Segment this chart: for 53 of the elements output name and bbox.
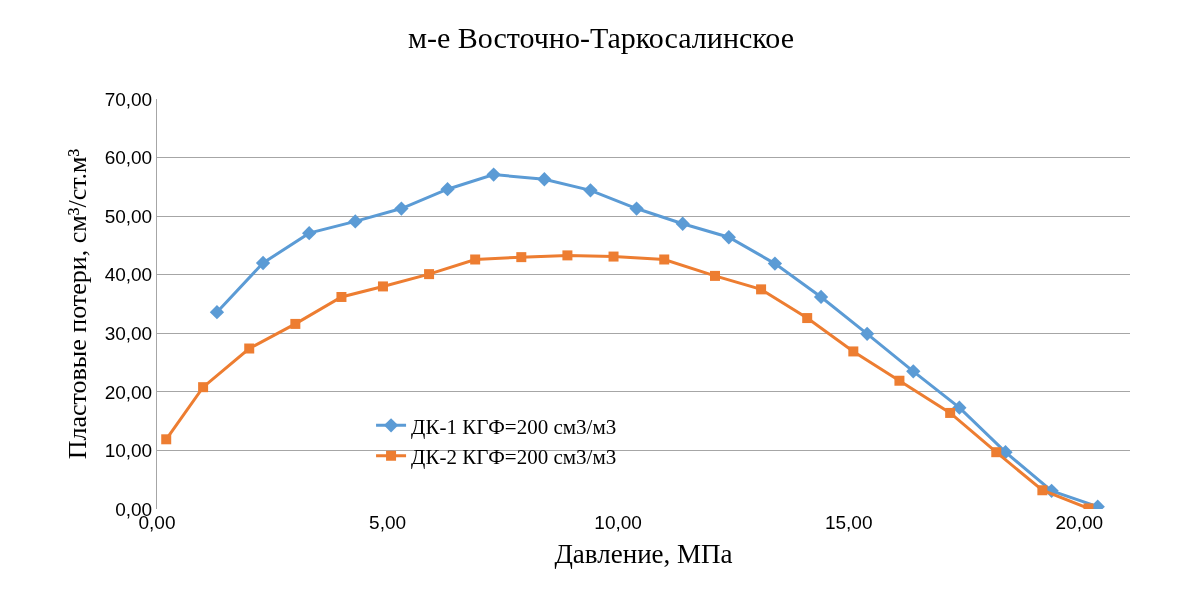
point [991,447,1002,458]
point [945,407,956,418]
point [675,216,690,231]
point [756,284,767,295]
point [424,269,435,280]
point [767,256,783,271]
y-tick-label: 10,00 [104,440,153,462]
point [952,400,967,415]
point [161,434,172,445]
point [860,326,875,342]
point [813,289,829,305]
point [562,250,573,261]
chart-title: м-е Восточно-Таркосалинское [407,20,795,54]
y-tick-label: 20,00 [104,381,153,403]
point [255,255,271,271]
point [659,254,670,265]
point [348,214,363,229]
point [848,346,859,357]
y-axis-title: Пластовые потери, см³/ст.м³ [63,148,93,460]
point [209,305,225,320]
point [377,281,388,292]
y-tick-label: 70,00 [104,88,153,110]
point [709,270,720,281]
x-tick-label: 20,00 [1055,512,1104,533]
point [1037,485,1048,496]
point [537,172,552,187]
point [302,225,317,241]
point [470,254,481,265]
y-tick-label: 50,00 [104,205,153,227]
legend-label: ДК-2 КГФ=200 см3/м3 [411,444,617,469]
point [802,313,813,324]
point [894,375,905,386]
point [486,167,501,182]
point [440,182,455,197]
point [290,318,301,329]
x-tick-label: 5,00 [369,512,407,533]
point [394,201,409,216]
point [198,382,209,393]
y-tick-label: 40,00 [104,264,153,286]
point [583,183,598,198]
legend-label: ДК-1 КГФ=200 см3/м3 [411,414,617,439]
point [516,252,527,263]
point [244,343,255,354]
point [721,230,736,245]
x-tick-label: 10,00 [594,512,642,533]
point [906,364,921,379]
x-axis-title: Давление, МПа [554,539,733,570]
point [629,201,644,216]
point [608,251,619,262]
point [336,291,347,302]
x-tick-label: 15,00 [824,512,873,533]
y-tick-label: 30,00 [104,322,153,344]
y-tick-label: 60,00 [104,147,153,169]
